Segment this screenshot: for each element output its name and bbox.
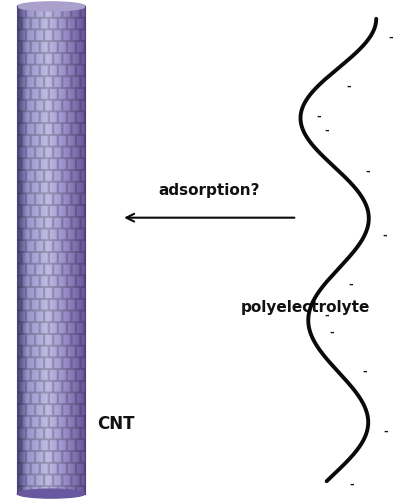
Ellipse shape: [17, 489, 85, 498]
Text: -: -: [388, 32, 392, 42]
Text: -: -: [345, 82, 350, 92]
Text: -: -: [316, 112, 320, 122]
Text: -: -: [364, 166, 369, 176]
Text: -: -: [328, 328, 333, 338]
Text: -: -: [349, 480, 354, 490]
Text: adsorption?: adsorption?: [158, 183, 259, 198]
Text: -: -: [324, 311, 328, 321]
Text: CNT: CNT: [97, 415, 134, 433]
Text: -: -: [348, 280, 353, 289]
Text: polyelectrolyte: polyelectrolyte: [241, 300, 370, 314]
Text: -: -: [324, 126, 328, 136]
Text: -: -: [362, 366, 366, 376]
Ellipse shape: [17, 2, 85, 11]
Text: -: -: [381, 230, 386, 240]
Text: -: -: [382, 427, 387, 437]
